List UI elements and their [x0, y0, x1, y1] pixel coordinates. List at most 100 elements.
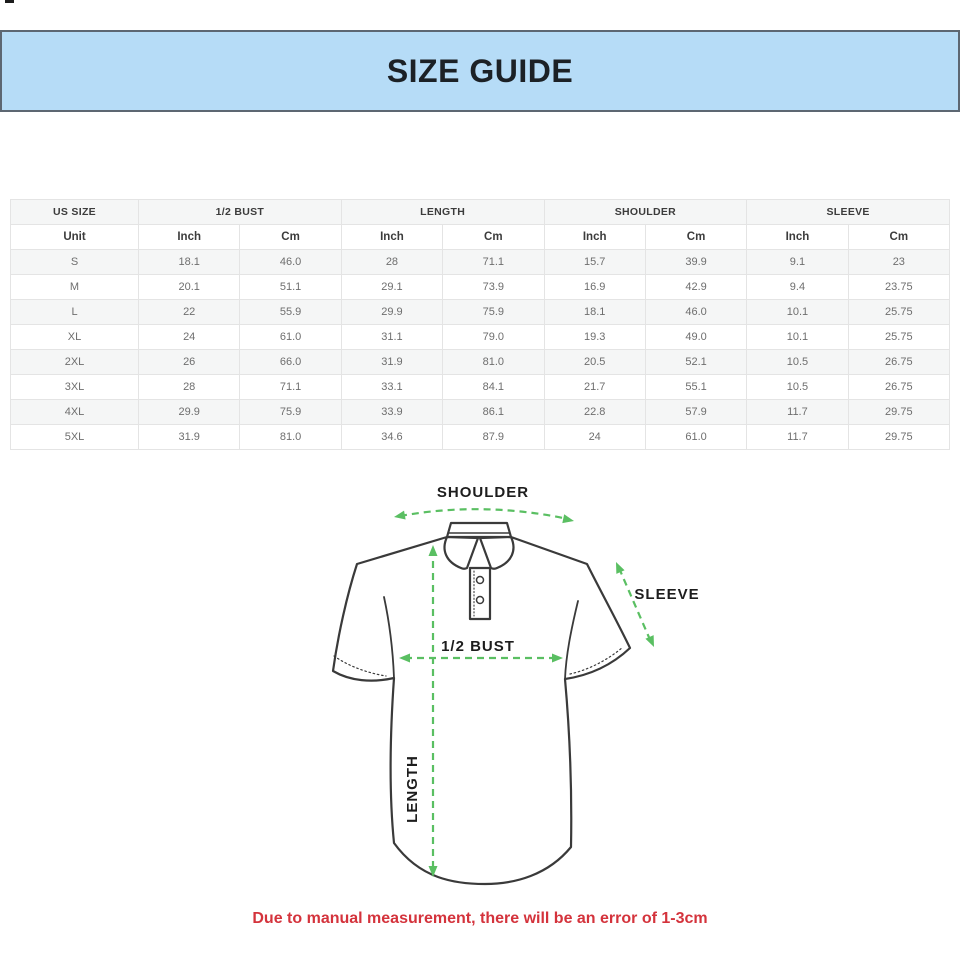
measurement-note: Due to manual measurement, there will be…	[252, 910, 708, 927]
value-cell: 23.75	[847, 274, 951, 300]
value-cell: 16.9	[543, 274, 646, 300]
collar-flap-left	[443, 535, 480, 570]
value-cell: 24	[137, 324, 241, 350]
value-cell: 46.0	[644, 299, 748, 325]
value-cell: 73.9	[442, 274, 545, 300]
size-cell: 3XL	[10, 374, 139, 400]
value-cell: 29.1	[340, 274, 444, 300]
column-header-shoulder: SHOULDER	[543, 199, 748, 225]
value-cell: 52.1	[644, 349, 748, 375]
table-row: M 20.1 51.1 29.1 73.9 16.9 42.9 9.4 23.7…	[10, 274, 951, 300]
length-label: LENGTH	[404, 755, 421, 823]
value-cell: 31.9	[340, 349, 444, 375]
value-cell: 33.9	[340, 399, 444, 425]
armhole-seam-left	[383, 596, 395, 679]
polo-shirt-outline	[331, 535, 632, 886]
size-cell: 4XL	[10, 399, 139, 425]
value-cell: 42.9	[644, 274, 748, 300]
value-cell: 79.0	[442, 324, 545, 350]
value-cell: 71.1	[239, 374, 342, 400]
value-cell: 57.9	[644, 399, 748, 425]
value-cell: 28	[137, 374, 241, 400]
size-cell: L	[10, 299, 139, 325]
table-row: 4XL 29.9 75.9 33.9 86.1 22.8 57.9 11.7 2…	[10, 399, 951, 425]
value-cell: 81.0	[442, 349, 545, 375]
group-header-row: US SIZE 1/2 BUST LENGTH SHOULDER SLEEVE	[10, 199, 950, 225]
unit-header: Inch	[543, 224, 646, 250]
size-cell: 2XL	[10, 349, 139, 375]
value-cell: 25.75	[847, 324, 951, 350]
size-cell: M	[10, 274, 139, 300]
size-cell: S	[10, 249, 139, 275]
value-cell: 29.9	[137, 399, 241, 425]
collar-band	[445, 521, 513, 539]
value-cell: 20.5	[543, 349, 646, 375]
value-cell: 87.9	[442, 424, 545, 450]
value-cell: 10.1	[746, 299, 849, 325]
size-chart-table: US SIZE 1/2 BUST LENGTH SHOULDER SLEEVE …	[10, 199, 951, 450]
cuff-stitch-left	[333, 655, 387, 677]
unit-header: Inch	[746, 224, 849, 250]
table-row: L 22 55.9 29.9 75.9 18.1 46.0 10.1 25.75	[10, 299, 951, 325]
value-cell: 29.75	[847, 399, 951, 425]
placket-button	[475, 575, 485, 585]
value-cell: 51.1	[239, 274, 342, 300]
value-cell: 29.75	[847, 424, 951, 450]
value-cell: 25.75	[847, 299, 951, 325]
shirt-diagram: SHOULDER SLEEVE 1/2 BUST LENGTH	[331, 484, 699, 886]
value-cell: 10.5	[746, 374, 849, 400]
value-cell: 33.1	[340, 374, 444, 400]
size-cell: 5XL	[10, 424, 139, 450]
table-row: 5XL 31.9 81.0 34.6 87.9 24 61.0 11.7 29.…	[10, 424, 951, 450]
value-cell: 26.75	[847, 374, 951, 400]
value-cell: 81.0	[239, 424, 342, 450]
value-cell: 11.7	[746, 399, 849, 425]
table-row: XL 24 61.0 31.1 79.0 19.3 49.0 10.1 25.7…	[10, 324, 951, 350]
value-cell: 18.1	[137, 249, 241, 275]
placket	[468, 566, 492, 621]
sleeve-measure-arrow	[617, 567, 653, 643]
value-cell: 61.0	[644, 424, 748, 450]
shoulder-label: SHOULDER	[437, 484, 529, 501]
value-cell: 11.7	[746, 424, 849, 450]
value-cell: 9.4	[746, 274, 849, 300]
value-cell: 75.9	[442, 299, 545, 325]
value-cell: 29.9	[340, 299, 444, 325]
page-title: SIZE GUIDE	[386, 52, 574, 89]
unit-header: Cm	[239, 224, 342, 250]
table-row: S 18.1 46.0 28 71.1 15.7 39.9 9.1 23	[10, 249, 951, 275]
bust-label: 1/2 BUST	[441, 638, 515, 655]
value-cell: 21.7	[543, 374, 646, 400]
unit-header: Cm	[442, 224, 545, 250]
screen-artifact	[5, 0, 14, 3]
unit-header-row: Unit Inch Cm Inch Cm Inch Cm Inch Cm	[10, 224, 951, 250]
column-header-us-size: US SIZE	[10, 199, 139, 225]
value-cell: 84.1	[442, 374, 545, 400]
value-cell: 61.0	[239, 324, 342, 350]
armhole-seam-right	[564, 600, 579, 680]
value-cell: 31.1	[340, 324, 444, 350]
table-row: 2XL 26 66.0 31.9 81.0 20.5 52.1 10.5 26.…	[10, 349, 951, 375]
unit-header: Cm	[644, 224, 748, 250]
value-cell: 31.9	[137, 424, 241, 450]
value-cell: 9.1	[746, 249, 849, 275]
value-cell: 23	[847, 249, 951, 275]
value-cell: 22.8	[543, 399, 646, 425]
column-header-bust: 1/2 BUST	[138, 199, 342, 225]
value-cell: 49.0	[644, 324, 748, 350]
column-header-sleeve: SLEEVE	[746, 199, 950, 225]
value-cell: 55.1	[644, 374, 748, 400]
value-cell: 86.1	[442, 399, 545, 425]
value-cell: 15.7	[543, 249, 646, 275]
size-cell: XL	[10, 324, 139, 350]
table-row: 3XL 28 71.1 33.1 84.1 21.7 55.1 10.5 26.…	[10, 374, 951, 400]
shoulder-measure-arrow	[399, 508, 569, 521]
value-cell: 66.0	[239, 349, 342, 375]
column-header-length: LENGTH	[340, 199, 545, 225]
value-cell: 26	[137, 349, 241, 375]
unit-header: Inch	[340, 224, 444, 250]
value-cell: 39.9	[644, 249, 748, 275]
unit-header: Cm	[847, 224, 951, 250]
value-cell: 10.1	[746, 324, 849, 350]
